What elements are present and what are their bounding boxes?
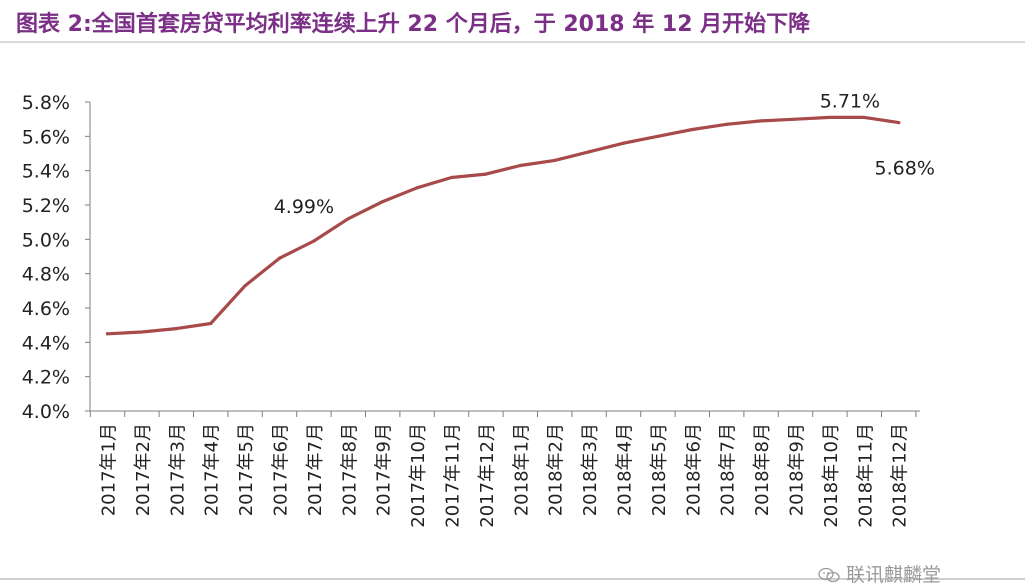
x-tick-label: 2017年9月 [374,423,395,516]
watermark-text: 联讯麒麟堂 [846,564,942,586]
data-point [243,284,247,288]
x-tick-label: 2018年8月 [752,423,773,516]
x-tick-label: 2017年2月 [133,423,154,516]
data-point [518,163,522,168]
y-tick-label: 4.4% [22,332,70,354]
y-tick-label: 4.0% [22,401,70,423]
wechat-icon [818,567,840,583]
data-point [415,186,419,190]
x-tick-label: 2017年5月 [236,423,257,516]
x-tick-label: 2018年2月 [546,423,567,516]
data-label: 5.71% [820,90,880,112]
data-label: 4.99% [274,196,334,218]
y-tick-label: 4.2% [22,367,70,389]
x-tick-label: 2017年8月 [339,423,360,516]
y-tick-label: 4.6% [22,298,70,320]
x-tick-label: 2017年3月 [167,423,188,516]
x-tick-label: 2018年3月 [580,423,601,516]
data-point [690,127,694,132]
data-point [346,217,350,221]
data-point [105,332,110,336]
data-point [381,199,385,204]
x-tick-label: 2018年1月 [511,423,532,516]
x-tick-label: 2017年12月 [477,423,498,528]
bottom-divider [0,578,1025,580]
y-tick-label: 4.8% [22,264,70,286]
data-point [759,119,763,123]
x-tick-label: 2018年5月 [649,423,670,516]
x-tick-label: 2018年10月 [821,423,842,528]
data-point [209,321,213,326]
x-tick-label: 2017年4月 [202,423,223,516]
data-point [828,115,832,120]
data-point [140,330,144,334]
data-point [449,175,454,180]
x-tick-label: 2018年6月 [683,423,704,516]
data-point [277,256,282,260]
x-tick-label: 2018年12月 [890,423,911,528]
y-tick-label: 5.4% [22,161,70,183]
data-point [656,134,660,138]
y-tick-label: 5.2% [22,195,70,217]
y-tick-label: 5.8% [22,92,70,114]
chart-title: 图表 2:全国首套房贷平均利率连续上升 22 个月后，于 2018 年 12 月… [16,12,811,37]
x-tick-label: 2017年6月 [271,423,292,516]
x-tick-label: 2017年1月 [99,423,120,516]
data-point [553,158,557,162]
data-label: 5.68% [875,158,935,180]
x-tick-label: 2018年9月 [787,423,808,516]
data-point [484,172,488,176]
data-point [793,117,798,121]
data-point [862,115,866,120]
x-tick-label: 2018年7月 [718,423,739,516]
data-point [621,141,626,145]
x-tick-label: 2017年7月 [305,423,326,516]
series-line [105,115,901,336]
title-divider [0,41,1025,43]
watermark: 联讯麒麟堂 [818,560,941,587]
data-point [312,239,316,243]
x-tick-label: 2017年11月 [443,423,464,528]
data-point [725,122,729,126]
x-tick-label: 2018年11月 [855,423,876,528]
data-point [174,327,178,331]
y-tick-label: 5.0% [22,229,70,251]
data-point [897,121,901,125]
data-point [587,150,591,154]
x-tick-label: 2018年4月 [615,423,636,516]
y-tick-label: 5.6% [22,126,70,148]
x-tick-label: 2017年10月 [408,423,429,528]
